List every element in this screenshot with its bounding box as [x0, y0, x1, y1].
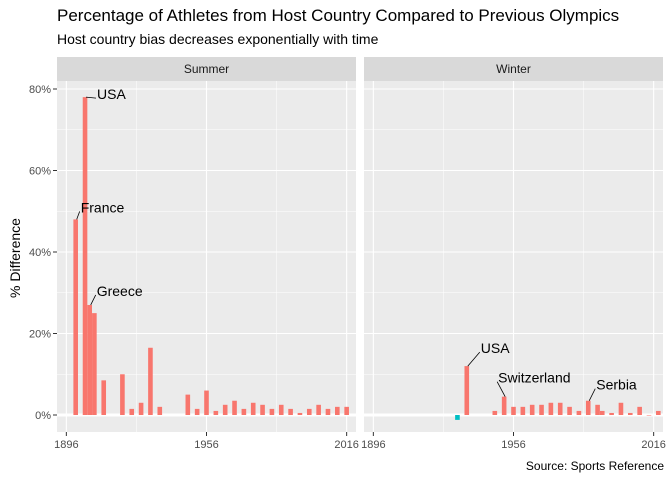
- annotation-label: Serbia: [596, 377, 637, 393]
- bar-winter-1964: [529, 404, 535, 415]
- bar-summer-1996: [297, 412, 303, 415]
- y-tick-label: 0%: [35, 410, 51, 422]
- panel-summer: Summer 1896 1956 2016 USA France Greece: [54, 57, 359, 451]
- bar-winter-2018: [656, 410, 661, 415]
- annotation-label: France: [81, 199, 125, 215]
- bar-summer-1908: [92, 313, 97, 415]
- bar-summer-1956: [204, 390, 209, 415]
- bar-winter-1956: [511, 406, 516, 415]
- bar-winter-1936: [464, 366, 470, 415]
- bar-summer-1932: [148, 347, 153, 415]
- bar-winter-2010: [637, 406, 642, 415]
- bar-winter-2006: [627, 412, 633, 415]
- annotation-leader: [496, 381, 506, 397]
- bar-summer-2000: [306, 408, 312, 415]
- bar-summer-1912: [101, 380, 107, 415]
- bar-winter-1988: [585, 400, 591, 415]
- bar-winter-1932: [455, 415, 460, 420]
- bar-winter-1972: [548, 402, 554, 415]
- bar-summer-1948: [185, 394, 191, 415]
- bar-summer-1972: [241, 408, 247, 415]
- annotation-label: Greece: [97, 283, 143, 299]
- bar-summer-1952: [194, 408, 200, 415]
- bar-summer-2004: [316, 404, 321, 415]
- bar-winter-2014: [646, 415, 652, 416]
- annotation-leader: [90, 294, 97, 306]
- panels-layer: 0% 20% 40% 60% 80% Summer 1896 1956 2016 USA Franc…: [29, 57, 666, 451]
- x-tick-label: 1956: [501, 439, 525, 451]
- annotation-label: Switzerland: [498, 370, 570, 386]
- x-tick-label: 2016: [641, 439, 665, 451]
- bar-winter-1980: [567, 406, 572, 415]
- bar-summer-1968: [232, 400, 237, 415]
- bar-summer-1988: [278, 404, 284, 415]
- bar-summer-1906: [87, 304, 93, 415]
- bar-winter-1984: [576, 410, 582, 415]
- bar-summer-2008: [325, 408, 331, 415]
- bar-summer-1976: [250, 402, 256, 415]
- bar-summer-2016: [344, 406, 349, 415]
- bar-summer-1960: [213, 410, 219, 415]
- bar-winter-1960: [520, 406, 526, 415]
- bar-summer-1928: [138, 402, 144, 415]
- bar-winter-1992: [595, 404, 600, 415]
- bar-summer-2012: [335, 406, 340, 415]
- bar-summer-1924: [129, 408, 135, 415]
- annotation-leader: [85, 96, 97, 99]
- x-tick-label: 1896: [54, 439, 78, 451]
- y-tick-label: 20%: [29, 329, 51, 341]
- bar-winter-1998: [609, 412, 614, 415]
- bar-winter-1968: [539, 404, 544, 415]
- chart-title: Percentage of Athletes from Host Country…: [57, 6, 620, 25]
- y-tick-label: 40%: [29, 247, 51, 259]
- annotation-label: USA: [97, 86, 126, 102]
- bar-summer-1900: [73, 219, 78, 415]
- x-tick-label: 1956: [194, 439, 218, 451]
- facet-strip-label: Winter: [496, 62, 531, 76]
- bar-summer-1964: [222, 404, 228, 415]
- annotation-leader: [76, 211, 81, 220]
- bar-summer-1984: [269, 408, 275, 415]
- facet-strip: [364, 57, 663, 81]
- annotation-leader: [467, 351, 481, 367]
- bar-winter-1976: [557, 402, 563, 415]
- y-tick-label: 60%: [29, 166, 51, 178]
- bar-summer-1904: [82, 97, 88, 416]
- annotation-label: USA: [481, 340, 510, 356]
- x-tick-label: 2016: [334, 439, 358, 451]
- bar-summer-1920: [120, 374, 125, 415]
- y-axis-label: % Difference: [7, 218, 23, 298]
- chart-subtitle: Host country bias decreases exponentiall…: [57, 31, 379, 47]
- x-tick-label: 1896: [361, 439, 385, 451]
- chart-caption: Source: Sports Reference: [525, 459, 664, 473]
- facet-strip-label: Summer: [184, 62, 229, 76]
- bar-winter-1994: [599, 410, 605, 415]
- bar-summer-1980: [260, 404, 265, 415]
- bar-winter-1948: [492, 410, 498, 415]
- annotation-leader: [588, 388, 596, 401]
- y-tick-label: 80%: [29, 84, 51, 96]
- panel-winter: Winter 1896 1956 2016 USA Switzerland Serbia: [361, 57, 666, 451]
- bar-winter-2002: [618, 402, 624, 415]
- bar-summer-1992: [288, 408, 293, 415]
- bar-summer-1936: [157, 406, 163, 415]
- bar-winter-1952: [501, 396, 507, 415]
- facet-strip: [57, 57, 356, 81]
